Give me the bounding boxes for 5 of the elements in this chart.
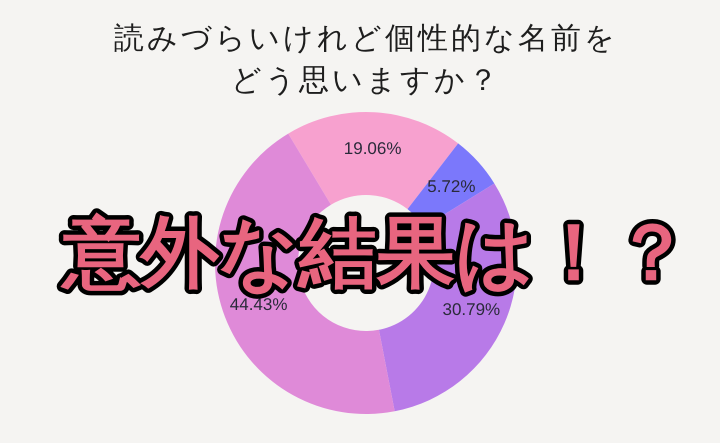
data-label: 5.72% <box>427 176 476 196</box>
data-label: 44.43% <box>230 295 288 314</box>
title: 読みづらいけれど個性的な名前をどう思いますか？ <box>113 20 619 100</box>
data-label: 30.79% <box>442 300 500 320</box>
data-label: 19.06% <box>344 139 402 158</box>
